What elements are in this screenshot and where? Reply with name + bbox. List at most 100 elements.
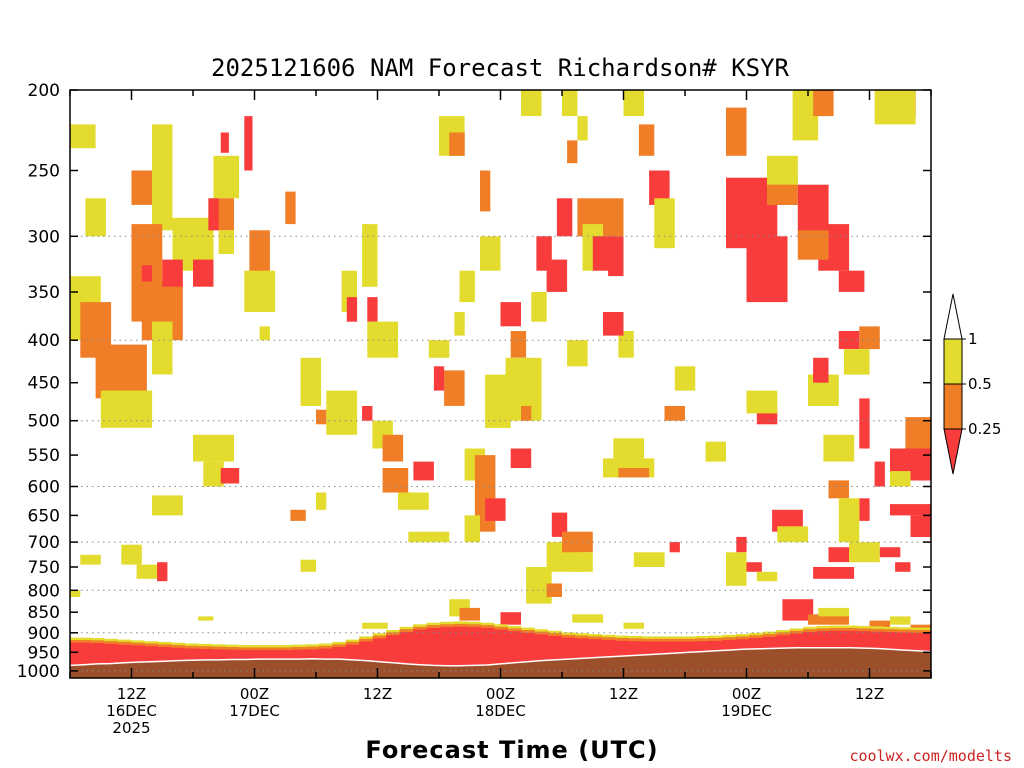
ground-column xyxy=(197,659,212,678)
ground-column xyxy=(144,661,159,678)
ri-region-yellow xyxy=(398,492,429,510)
ri-region-yellow xyxy=(152,124,173,231)
y-tick-label: 400 xyxy=(28,331,60,351)
x-tick-label: 18DEC xyxy=(475,702,526,720)
ground-column xyxy=(426,665,441,678)
ri-region-orange xyxy=(316,409,327,425)
ri-region-yellow xyxy=(726,552,747,586)
ground-column xyxy=(359,660,374,678)
ri-region-red xyxy=(813,357,829,383)
ri-region-red xyxy=(220,132,229,153)
ri-region-red xyxy=(895,562,911,572)
ri-region-red xyxy=(244,116,253,171)
pbl-band-red xyxy=(682,641,697,653)
ri-region-yellow xyxy=(823,434,855,462)
ri-region-orange xyxy=(828,480,849,499)
pbl-band-red xyxy=(157,647,172,662)
ri-region-orange xyxy=(459,607,480,621)
ground-column xyxy=(735,649,750,678)
x-tick-label: 00Z xyxy=(486,685,515,703)
ri-region-yellow xyxy=(136,564,163,579)
ri-region-red xyxy=(141,265,153,292)
ri-region-red xyxy=(546,259,568,292)
ri-region-yellow xyxy=(654,198,675,249)
y-axis: 200 250 300 350 400 450 500 550 600 650 700 750 8008… xyxy=(17,81,931,682)
ri-region-yellow xyxy=(874,90,916,125)
ri-region-yellow xyxy=(890,616,911,625)
ground-column xyxy=(130,662,145,678)
ri-region-yellow xyxy=(300,357,322,406)
pbl-band-red xyxy=(534,634,549,661)
ri-region-yellow xyxy=(746,390,778,414)
ground-column xyxy=(762,648,777,678)
ground-column xyxy=(722,650,737,678)
surface-line xyxy=(70,647,931,667)
pbl-band-red xyxy=(413,629,428,665)
pbl-band-red xyxy=(90,643,105,664)
ri-region-orange xyxy=(808,614,849,625)
ri-region-yellow xyxy=(218,230,234,254)
ri-region-orange xyxy=(869,620,890,629)
ri-region-red xyxy=(890,504,931,516)
ground-column xyxy=(641,654,656,678)
ri-region-yellow xyxy=(633,552,665,567)
ri-region-orange xyxy=(797,230,829,260)
pbl-band-red xyxy=(372,638,387,662)
ri-region-orange xyxy=(480,170,491,212)
y-tick-label: 200 xyxy=(28,81,60,101)
pbl-band-red xyxy=(386,635,401,663)
pbl-band-red xyxy=(426,628,441,666)
chart-title: 2025121606 NAM Forecast Richardson# KSYR xyxy=(211,54,790,82)
ri-region-red xyxy=(649,170,670,205)
ri-region-red xyxy=(500,302,521,327)
ri-region-red xyxy=(157,562,168,582)
pbl-band-red xyxy=(695,641,710,652)
ground-column xyxy=(776,648,791,678)
ri-region-red xyxy=(874,461,885,487)
ri-region-red xyxy=(910,515,931,537)
ri-region-yellow xyxy=(408,531,450,543)
ground-column xyxy=(292,659,307,678)
ground-column xyxy=(70,665,78,678)
y-tick-label: 600 xyxy=(28,478,60,498)
ground-column xyxy=(547,659,562,678)
ground-column xyxy=(251,659,266,678)
ri-region-red xyxy=(413,461,434,481)
ground-column xyxy=(103,663,118,678)
pbl-band-red xyxy=(117,644,132,663)
x-tick-label: 2025 xyxy=(112,719,150,737)
ground-column xyxy=(789,647,804,678)
ri-region-yellow xyxy=(203,461,224,487)
ri-region-orange xyxy=(285,191,296,225)
ground-column xyxy=(614,656,629,678)
pbl-band-red xyxy=(722,640,737,651)
x-axis-label: Forecast Time (UTC) xyxy=(365,736,658,764)
ri-region-red xyxy=(367,297,378,322)
pbl-band-red xyxy=(70,642,78,666)
ri-region-orange xyxy=(382,468,409,493)
ri-region-red xyxy=(879,547,901,558)
pbl-band-red xyxy=(803,632,818,648)
ground-column xyxy=(372,661,387,678)
ri-region-yellow xyxy=(480,236,501,271)
y-tick-label: 1000 xyxy=(17,662,60,682)
ri-region-red xyxy=(551,512,568,537)
ri-region-red xyxy=(828,547,849,563)
pbl-band-red xyxy=(224,649,239,660)
ground-column xyxy=(520,661,535,678)
ground-column xyxy=(157,661,172,678)
ri-region-yellow xyxy=(152,321,173,375)
y-tick-label: 850 xyxy=(28,603,60,623)
ri-region-yellow xyxy=(362,224,378,287)
y-tick-label: 800 xyxy=(28,581,60,601)
ground-column xyxy=(211,659,226,678)
colorbar-label: 0.25 xyxy=(968,420,1001,438)
ri-region-red xyxy=(346,297,358,322)
ri-region-orange xyxy=(813,90,834,117)
pbl-band-red xyxy=(345,644,360,660)
ri-region-red xyxy=(603,312,624,336)
ri-region-yellow xyxy=(70,124,96,149)
x-tick-label: 12Z xyxy=(117,685,146,703)
ground-column xyxy=(90,663,105,678)
ri-region-yellow xyxy=(428,340,450,358)
